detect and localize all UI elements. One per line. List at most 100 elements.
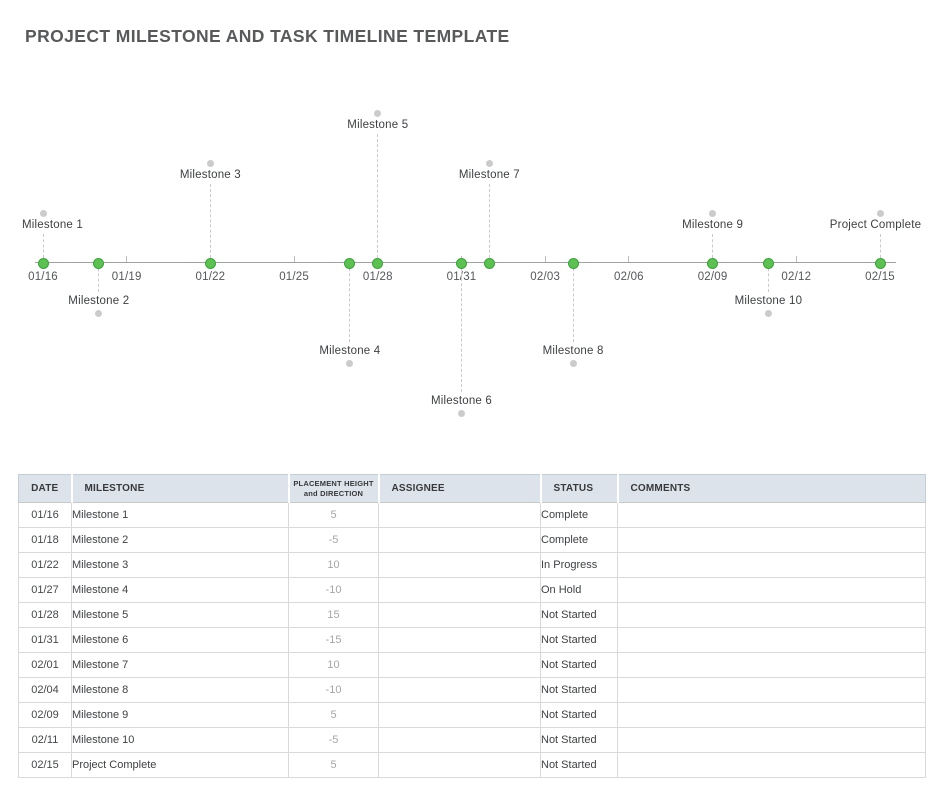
table-header-row: DATE MILESTONE PLACEMENT HEIGHT and DIRE… [18, 474, 926, 503]
cell-status[interactable]: Not Started [540, 752, 618, 778]
cell-comments[interactable] [617, 702, 926, 728]
col-header-assignee: ASSIGNEE [378, 474, 542, 503]
cell-assignee[interactable] [378, 652, 541, 678]
cell-assignee[interactable] [378, 677, 541, 703]
milestone-point [37, 257, 49, 269]
cell-status[interactable]: Not Started [540, 727, 618, 753]
milestone-connector [572, 263, 574, 342]
milestone-connector [879, 234, 881, 263]
table-row: 02/15 Project Complete 5 Not Started [18, 752, 926, 778]
milestone-endpoint-dot [764, 309, 772, 317]
cell-comments[interactable] [617, 602, 926, 628]
cell-comments[interactable] [617, 527, 926, 553]
cell-assignee[interactable] [378, 727, 541, 753]
milestone-label: Milestone 2 [68, 295, 130, 307]
cell-assignee[interactable] [378, 752, 541, 778]
cell-milestone[interactable]: Project Complete [71, 752, 289, 778]
milestone-point [93, 257, 105, 269]
milestones-table: DATE MILESTONE PLACEMENT HEIGHT and DIRE… [18, 474, 926, 778]
cell-date[interactable]: 01/31 [18, 627, 72, 653]
cell-assignee[interactable] [378, 602, 541, 628]
cell-milestone[interactable]: Milestone 6 [71, 627, 289, 653]
cell-status[interactable]: In Progress [540, 552, 618, 578]
cell-date[interactable]: 02/01 [18, 652, 72, 678]
table-row: 01/28 Milestone 5 15 Not Started [18, 602, 926, 628]
cell-date[interactable]: 02/11 [18, 727, 72, 753]
milestone-label: Project Complete [829, 219, 922, 231]
cell-comments[interactable] [617, 727, 926, 753]
milestone-point [874, 257, 886, 269]
milestone-point [344, 257, 356, 269]
cell-milestone[interactable]: Milestone 10 [71, 727, 289, 753]
axis-tick-mark [628, 256, 630, 262]
cell-date[interactable]: 01/16 [18, 502, 72, 528]
milestone-label: Milestone 1 [21, 219, 84, 231]
milestone-connector [767, 263, 769, 292]
cell-assignee[interactable] [378, 552, 541, 578]
milestone-point [567, 257, 579, 269]
cell-placement[interactable]: -10 [288, 677, 379, 703]
cell-comments[interactable] [617, 577, 926, 603]
axis-tick-mark [795, 256, 797, 262]
table-row: 02/01 Milestone 7 10 Not Started [18, 652, 926, 678]
cell-milestone[interactable]: Milestone 7 [71, 652, 289, 678]
cell-date[interactable]: 02/09 [18, 702, 72, 728]
cell-placement[interactable]: 5 [288, 502, 379, 528]
cell-status[interactable]: Complete [540, 527, 618, 553]
cell-comments[interactable] [617, 502, 926, 528]
cell-placement[interactable]: 15 [288, 602, 379, 628]
cell-date[interactable]: 02/15 [18, 752, 72, 778]
cell-date[interactable]: 01/27 [18, 577, 72, 603]
cell-status[interactable]: Not Started [540, 627, 618, 653]
cell-milestone[interactable]: Milestone 2 [71, 527, 289, 553]
cell-comments[interactable] [617, 627, 926, 653]
cell-status[interactable]: Not Started [540, 652, 618, 678]
axis-tick-label: 01/16 [28, 271, 58, 283]
cell-milestone[interactable]: Milestone 9 [71, 702, 289, 728]
cell-assignee[interactable] [378, 702, 541, 728]
cell-placement[interactable]: 10 [288, 652, 379, 678]
cell-status[interactable]: Not Started [540, 677, 618, 703]
milestone-endpoint-dot [374, 109, 382, 117]
cell-date[interactable]: 01/22 [18, 552, 72, 578]
milestone-connector [42, 234, 44, 263]
cell-date[interactable]: 02/04 [18, 677, 72, 703]
cell-status[interactable]: Not Started [540, 702, 618, 728]
milestone-point [372, 257, 384, 269]
axis-tick-label: 01/25 [279, 271, 309, 283]
cell-placement[interactable]: -5 [288, 727, 379, 753]
cell-comments[interactable] [617, 677, 926, 703]
cell-milestone[interactable]: Milestone 8 [71, 677, 289, 703]
cell-milestone[interactable]: Milestone 4 [71, 577, 289, 603]
milestone-point [707, 257, 719, 269]
cell-comments[interactable] [617, 752, 926, 778]
col-header-placement: PLACEMENT HEIGHT and DIRECTION [288, 474, 380, 503]
cell-assignee[interactable] [378, 577, 541, 603]
cell-milestone[interactable]: Milestone 5 [71, 602, 289, 628]
milestone-label: Milestone 10 [734, 295, 803, 307]
milestone-label: Milestone 9 [682, 219, 744, 231]
cell-date[interactable]: 01/18 [18, 527, 72, 553]
table-body: 01/16 Milestone 1 5 Complete 01/18 Milestone … [18, 502, 926, 778]
milestone-endpoint-dot [206, 159, 214, 167]
cell-assignee[interactable] [378, 627, 541, 653]
cell-status[interactable]: Complete [540, 502, 618, 528]
cell-assignee[interactable] [378, 527, 541, 553]
cell-placement[interactable]: 5 [288, 702, 379, 728]
cell-date[interactable]: 01/28 [18, 602, 72, 628]
cell-placement[interactable]: -10 [288, 577, 379, 603]
milestone-endpoint-dot [569, 359, 577, 367]
cell-status[interactable]: On Hold [540, 577, 618, 603]
cell-placement[interactable]: -15 [288, 627, 379, 653]
table-row: 01/27 Milestone 4 -10 On Hold [18, 577, 926, 603]
cell-milestone[interactable]: Milestone 1 [71, 502, 289, 528]
col-header-comments: COMMENTS [617, 474, 926, 503]
cell-placement[interactable]: -5 [288, 527, 379, 553]
cell-assignee[interactable] [378, 502, 541, 528]
cell-milestone[interactable]: Milestone 3 [71, 552, 289, 578]
cell-comments[interactable] [617, 652, 926, 678]
cell-comments[interactable] [617, 552, 926, 578]
cell-status[interactable]: Not Started [540, 602, 618, 628]
cell-placement[interactable]: 10 [288, 552, 379, 578]
cell-placement[interactable]: 5 [288, 752, 379, 778]
